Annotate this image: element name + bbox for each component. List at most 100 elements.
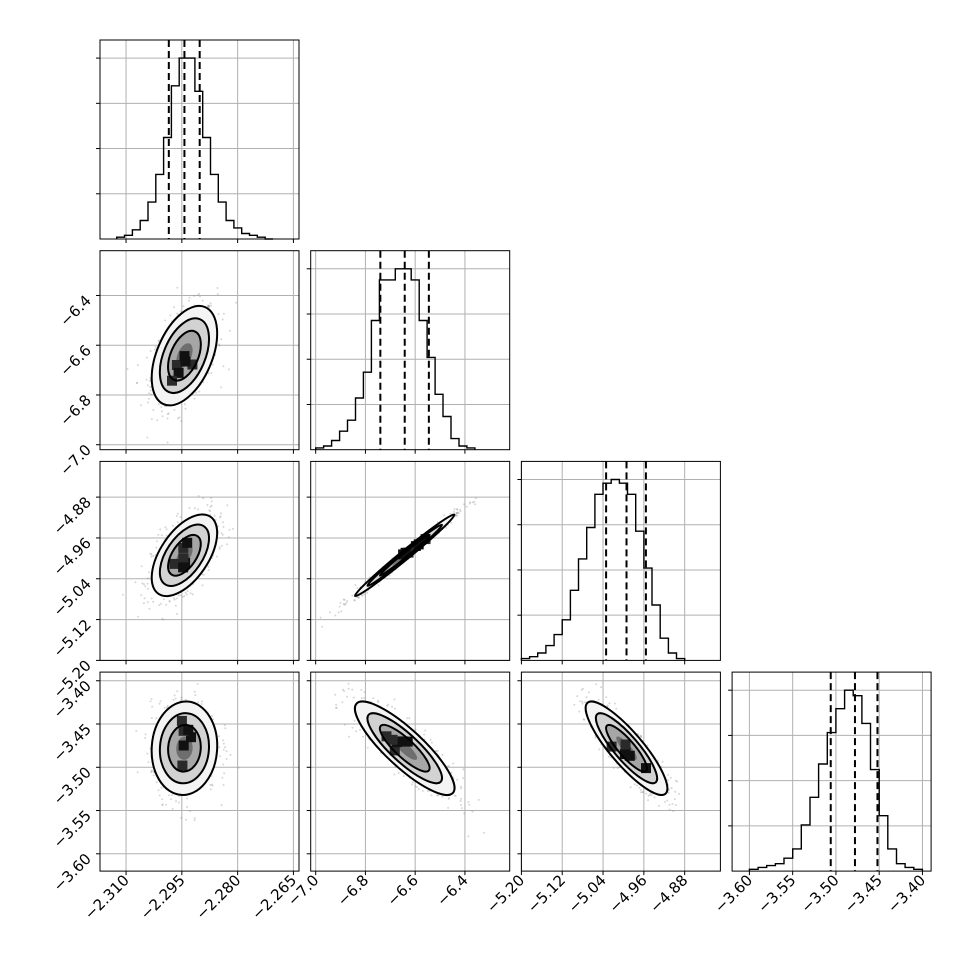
sample-point [161, 798, 164, 801]
sample-point [135, 382, 138, 385]
sample-point [209, 302, 212, 305]
sample-point [640, 791, 642, 794]
sample-point [436, 794, 439, 797]
sample-point [447, 806, 450, 809]
sample-point [427, 790, 429, 792]
histogram-outline [116, 57, 273, 240]
sample-point [152, 774, 155, 777]
sample-point [469, 501, 472, 504]
sample-point [155, 546, 158, 549]
sample-point [198, 292, 201, 295]
sample-point [201, 584, 204, 587]
sample-point [196, 294, 199, 297]
sample-point [224, 727, 227, 730]
sample-point [219, 512, 222, 515]
axes-frame [731, 671, 932, 872]
contour-line [150, 304, 219, 407]
sample-point [158, 702, 161, 705]
sample-point [149, 380, 151, 382]
sample-point [580, 688, 583, 691]
sample-point [180, 420, 183, 423]
sample-point [194, 694, 197, 697]
sample-point [156, 419, 159, 422]
sample-point [176, 690, 179, 693]
sample-point [157, 340, 160, 343]
sample-point [340, 610, 343, 613]
sample-point [366, 746, 369, 749]
density-peak-bin [171, 360, 182, 370]
sample-point [436, 749, 439, 752]
sample-point [372, 697, 375, 700]
sample-point [220, 338, 223, 341]
sample-point [360, 689, 363, 691]
sample-point [177, 417, 180, 420]
sample-point [216, 293, 219, 296]
sample-point [175, 515, 178, 517]
sample-point [185, 818, 187, 821]
sample-point [202, 497, 205, 500]
sample-point [208, 509, 211, 512]
sample-point [150, 555, 153, 558]
sample-point [669, 776, 672, 779]
sample-point [363, 593, 365, 596]
histogram-outline [315, 268, 476, 450]
scatter-panel-0-1 [99, 250, 300, 451]
sample-point [456, 511, 459, 514]
sample-point [176, 512, 179, 515]
sample-point [465, 505, 468, 508]
sample-point [157, 403, 160, 406]
sample-point [455, 512, 458, 515]
sample-point [191, 593, 194, 596]
sample-point [653, 796, 656, 799]
sample-point [319, 616, 322, 619]
sample-point [225, 758, 228, 760]
sample-point [140, 404, 143, 407]
sample-point [335, 706, 338, 709]
density-peak-bin [187, 359, 198, 370]
sample-point [435, 750, 438, 753]
sample-point [221, 776, 224, 779]
sample-point [174, 604, 177, 607]
sample-point [211, 363, 214, 366]
sample-point [463, 503, 465, 506]
scatter-panel-2-3 [520, 671, 721, 872]
histogram-panel-1 [306, 250, 511, 451]
scatter-panel-0-3 [99, 671, 300, 872]
sample-point [150, 393, 153, 396]
sample-point [149, 700, 152, 703]
axes-frame [310, 671, 511, 872]
sample-point [176, 521, 179, 524]
sample-point [353, 696, 355, 699]
sample-point [164, 526, 167, 529]
sample-point [232, 527, 234, 530]
axes-frame [99, 39, 300, 240]
sample-point [220, 532, 223, 535]
sample-point [460, 804, 462, 806]
sample-point [363, 696, 366, 699]
sample-point [173, 306, 176, 309]
sample-point [184, 407, 187, 410]
sample-point [456, 514, 459, 517]
sample-point [471, 810, 474, 813]
density-peak-bin [177, 760, 188, 771]
sample-point [429, 738, 432, 741]
sample-point [598, 748, 601, 751]
sample-point [344, 603, 347, 606]
sample-point [668, 803, 671, 806]
sample-point [222, 525, 225, 528]
contour-line [167, 723, 202, 773]
contour-line [158, 712, 210, 785]
density-peak-bin [186, 732, 196, 743]
sample-point [135, 729, 138, 732]
panel-content [126, 286, 238, 444]
sample-point [229, 753, 232, 756]
sample-point [648, 793, 651, 796]
sample-point [393, 773, 396, 776]
sample-point [218, 344, 221, 347]
y-tick-label-2-1: −5.12 [50, 616, 95, 661]
sample-point [355, 730, 358, 733]
sample-point [173, 408, 176, 411]
sample-point [678, 793, 680, 795]
sample-point [166, 441, 169, 444]
sample-point [645, 792, 648, 795]
